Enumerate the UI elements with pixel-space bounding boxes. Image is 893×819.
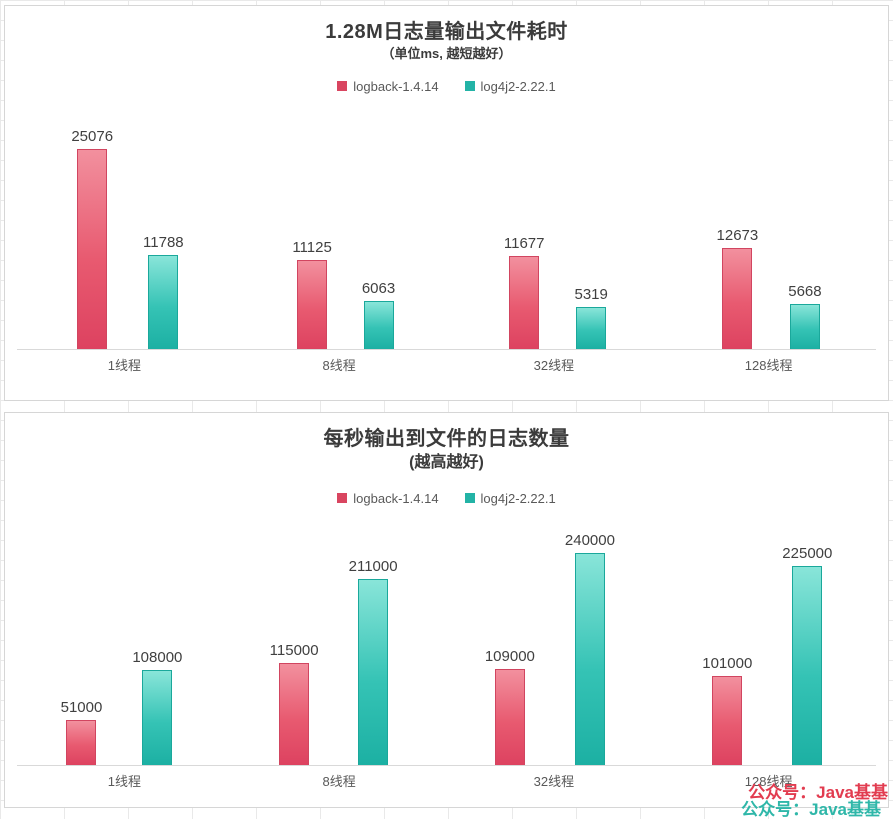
legend-item-logback: logback-1.4.14 xyxy=(337,490,439,506)
bar-with-label: 108000 xyxy=(132,649,182,765)
bar-log4j2-2.22.1 xyxy=(142,670,173,765)
data-label: 225000 xyxy=(782,545,833,562)
bar-with-label: 12673 xyxy=(716,227,759,349)
legend-swatch-log4j2 xyxy=(464,493,475,503)
bar-log4j2-2.22.1 xyxy=(148,255,179,349)
chart-subtitle: （单位ms, 越短越好） xyxy=(381,46,512,61)
bar-logback-1.4.14 xyxy=(722,248,753,349)
data-label: 12673 xyxy=(716,227,759,244)
x-axis: 1线程 8线程 32线程 128线程 xyxy=(17,355,876,374)
data-label: 11677 xyxy=(503,235,545,252)
watermark-text-red: 公众号：Java基基 xyxy=(748,783,888,802)
x-axis: 1线程 8线程 32线程 128线程 xyxy=(17,771,876,790)
bar-logback-1.4.14 xyxy=(77,149,108,349)
bar-group: 101000 225000 xyxy=(702,545,832,765)
watermark: 公众号：Java基基 公众号：Java基基 xyxy=(741,783,888,819)
bar-with-label: 25076 xyxy=(71,128,113,349)
x-axis-label: 32线程 xyxy=(533,774,575,789)
data-label: 5668 xyxy=(788,283,822,300)
chart-title: 每秒输出到文件的日志数量 xyxy=(323,428,570,450)
bar-group: 11125 6063 xyxy=(292,239,395,349)
chart-logs-per-second[interactable]: 每秒输出到文件的日志数量 (越高越好) logback-1.4.14 log4j… xyxy=(4,412,889,808)
bar-with-label: 211000 xyxy=(349,558,398,765)
bar-group: 109000 240000 xyxy=(485,532,615,765)
data-label: 108000 xyxy=(132,649,183,666)
x-axis-label: 128线程 xyxy=(744,774,793,789)
bar-with-label: 225000 xyxy=(782,545,832,765)
x-axis-label: 8线程 xyxy=(322,774,356,789)
bar-log4j2-2.22.1 xyxy=(363,301,394,349)
bar-group: 11677 5319 xyxy=(504,235,608,349)
data-label: 6063 xyxy=(361,280,396,297)
bar-log4j2-2.22.1 xyxy=(358,579,389,765)
plot-area: 25076 11788 11125 6063 11677 5319 12673 5668 xyxy=(17,100,876,350)
watermark-text-teal: 公众号：Java基基 xyxy=(741,800,881,819)
legend-label-log4j2: log4j2-2.22.1 xyxy=(480,490,556,506)
bar-with-label: 51000 xyxy=(60,699,103,765)
chart-subtitle: (越高越好) xyxy=(409,454,484,471)
x-axis-label: 32线程 xyxy=(533,358,575,373)
data-label: 240000 xyxy=(564,532,615,549)
bar-with-label: 5319 xyxy=(574,286,608,349)
bar-with-label: 11125 xyxy=(292,239,332,349)
legend-label-log4j2: log4j2-2.22.1 xyxy=(480,78,556,94)
bar-with-label: 11677 xyxy=(503,235,545,349)
bar-logback-1.4.14 xyxy=(712,676,743,765)
legend-swatch-log4j2 xyxy=(464,81,475,91)
bar-with-label: 115000 xyxy=(270,642,319,765)
bar-logback-1.4.14 xyxy=(509,256,540,349)
legend-item-log4j2: log4j2-2.22.1 xyxy=(464,490,556,506)
bar-group: 25076 11788 xyxy=(71,128,184,349)
chart-title: 1.28M日志量输出文件耗时 xyxy=(325,21,568,43)
chart-log-output-time[interactable]: 1.28M日志量输出文件耗时 （单位ms, 越短越好） logback-1.4.… xyxy=(4,5,889,401)
bar-log4j2-2.22.1 xyxy=(574,553,605,765)
bar-group: 51000 108000 xyxy=(60,649,182,765)
legend: logback-1.4.14 log4j2-2.22.1 xyxy=(5,78,888,94)
data-label: 101000 xyxy=(702,655,753,672)
data-label: 11125 xyxy=(292,239,332,256)
x-axis-label: 1线程 xyxy=(107,774,141,789)
x-axis-label: 1线程 xyxy=(107,358,141,373)
legend-swatch-logback xyxy=(337,81,348,91)
legend-item-logback: logback-1.4.14 xyxy=(337,78,439,94)
bar-with-label: 109000 xyxy=(485,648,535,765)
bar-log4j2-2.22.1 xyxy=(576,307,607,349)
data-label: 211000 xyxy=(348,558,398,575)
legend: logback-1.4.14 log4j2-2.22.1 xyxy=(5,490,888,506)
bar-logback-1.4.14 xyxy=(279,663,310,765)
bar-log4j2-2.22.1 xyxy=(792,566,823,765)
x-axis-label: 128线程 xyxy=(744,358,793,373)
bar-logback-1.4.14 xyxy=(494,669,525,765)
bar-with-label: 240000 xyxy=(565,532,615,765)
bar-with-label: 6063 xyxy=(362,280,395,349)
bar-with-label: 5668 xyxy=(788,283,822,349)
bar-logback-1.4.14 xyxy=(66,720,97,765)
data-label: 11788 xyxy=(143,234,184,251)
bar-logback-1.4.14 xyxy=(297,260,328,349)
bar-group: 12673 5668 xyxy=(717,227,822,349)
data-label: 109000 xyxy=(484,648,535,665)
legend-item-log4j2: log4j2-2.22.1 xyxy=(464,78,556,94)
legend-label-logback: logback-1.4.14 xyxy=(353,78,439,94)
plot-area: 51000 108000 115000 211000 109000 240000 10100… xyxy=(17,512,876,766)
bar-with-label: 101000 xyxy=(702,655,752,765)
data-label: 5319 xyxy=(574,286,608,303)
bar-with-label: 11788 xyxy=(143,234,184,349)
bar-group: 115000 211000 xyxy=(270,558,398,765)
data-label: 25076 xyxy=(71,128,114,145)
legend-label-logback: logback-1.4.14 xyxy=(353,490,439,506)
x-axis-label: 8线程 xyxy=(322,358,356,373)
data-label: 115000 xyxy=(269,642,319,659)
bar-log4j2-2.22.1 xyxy=(789,304,820,349)
data-label: 51000 xyxy=(60,699,103,716)
legend-swatch-logback xyxy=(337,493,348,503)
